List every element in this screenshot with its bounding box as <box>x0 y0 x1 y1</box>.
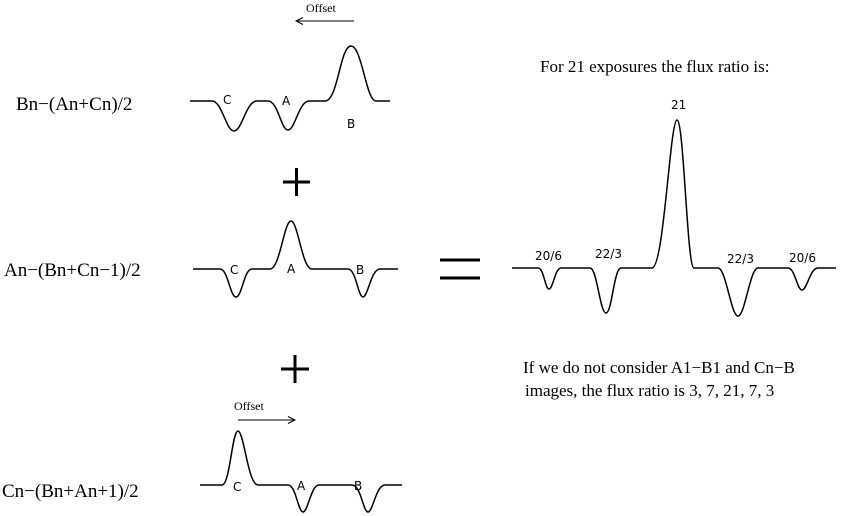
plus-sign-1 <box>283 168 310 196</box>
label-b-row-2: B <box>356 263 364 277</box>
offset-label-top: Offset <box>306 1 336 15</box>
equals-sign <box>440 258 480 280</box>
note-line-1: If we do not consider A1−B1 and Cn−B <box>523 358 795 377</box>
peak-label-1: 20/6 <box>535 249 562 263</box>
profile-curve-row-2 <box>193 220 398 298</box>
peak-label-3: 21 <box>671 98 686 112</box>
peak-label-4: 22/3 <box>727 252 754 266</box>
label-c-row-3: C <box>233 480 241 494</box>
profile-curve-row-3 <box>200 430 402 513</box>
label-a-row-1: A <box>282 94 291 108</box>
result-profile-curve <box>512 119 836 317</box>
offset-arrow-left <box>294 17 354 25</box>
plus-sign-2 <box>281 355 309 383</box>
result-title: For 21 exposures the flux ratio is: <box>540 57 769 76</box>
note-line-2: images, the flux ratio is 3, 7, 21, 7, 3 <box>525 381 774 400</box>
label-c-row-2: C <box>230 263 238 277</box>
equation-row-3: Cn−(Bn+An+1)/2 <box>2 481 139 502</box>
label-b-row-1: B <box>347 117 355 131</box>
label-b-row-3: B <box>354 479 362 493</box>
offset-arrow-right <box>238 416 297 424</box>
label-a-row-2: A <box>287 262 296 276</box>
profile-curve-row-1 <box>190 45 390 132</box>
offset-label-bottom: Offset <box>234 399 264 413</box>
label-c-row-1: C <box>223 93 231 107</box>
peak-label-2: 22/3 <box>595 247 622 261</box>
equation-row-1: Bn−(An+Cn)/2 <box>16 94 132 115</box>
label-a-row-3: A <box>297 479 306 493</box>
peak-label-5: 20/6 <box>789 251 816 265</box>
equation-row-2: An−(Bn+Cn−1)/2 <box>4 260 141 281</box>
